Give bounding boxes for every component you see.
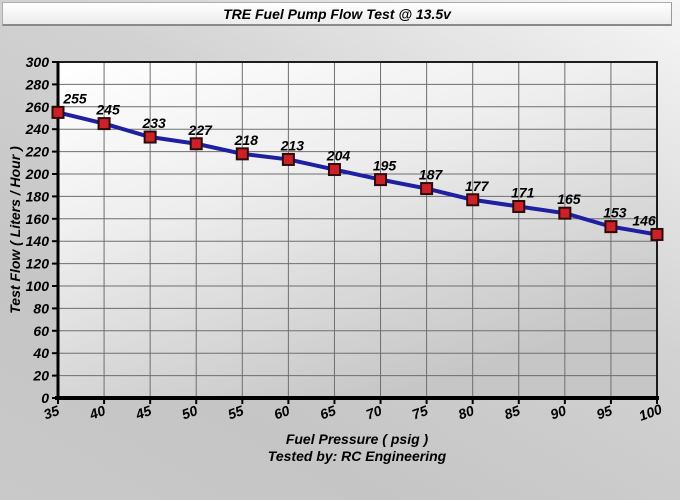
plot-area (58, 62, 657, 398)
y-tick-label: 60 (33, 323, 49, 339)
data-point-marker (604, 220, 618, 234)
data-point-label: 171 (511, 184, 535, 200)
y-tick-label: 140 (26, 233, 50, 249)
x-tick-label: 40 (86, 402, 107, 423)
data-point-marker (327, 163, 341, 177)
data-point-label: 233 (141, 115, 166, 131)
flow-line (56, 110, 659, 237)
x-tick-label: 70 (364, 402, 384, 422)
data-point-label: 153 (603, 205, 627, 221)
y-tick-label: 20 (32, 368, 49, 384)
chart-title: TRE Fuel Pump Flow Test @ 13.5v (223, 5, 451, 22)
data-point-marker (51, 105, 65, 119)
chart-title-bar: TRE Fuel Pump Flow Test @ 13.5v (2, 2, 672, 26)
y-tick-label: 260 (25, 99, 50, 115)
y-tick-label: 100 (26, 278, 50, 294)
y-axis-title: Test Flow ( Liters / Hour ) (7, 146, 23, 314)
data-point-label: 204 (326, 148, 351, 164)
x-tick-label: 80 (456, 402, 476, 422)
y-tick-label: 40 (32, 345, 49, 361)
y-tick-label: 200 (25, 166, 50, 182)
data-point-marker (512, 199, 526, 213)
y-tick-label: 80 (33, 300, 49, 316)
y-tick-label: 160 (26, 211, 50, 227)
y-tick-label: 180 (26, 188, 50, 204)
data-point-label: 165 (557, 191, 581, 207)
chart-footer: Fuel Pressure ( psig ) Tested by: RC Eng… (0, 431, 680, 465)
data-point-label: 177 (465, 178, 490, 194)
data-point-label: 245 (95, 102, 120, 118)
data-point-marker (189, 137, 203, 151)
data-point-marker (281, 152, 295, 166)
y-tick-label: 0 (41, 390, 49, 406)
data-point-label: 195 (373, 158, 397, 174)
tick-label-layer: 0 20 40 60 80 100 120 140 160 180 200 220 240 260 280 3… (25, 54, 665, 424)
data-point-marker (420, 182, 434, 196)
data-point-label: 227 (188, 122, 214, 138)
data-series-layer: 255 245 233 227 218 213 204 195 187 177 171 165 153 1… (51, 90, 664, 241)
x-tick-label: 50 (179, 402, 199, 422)
x-tick-label: 65 (318, 402, 338, 422)
data-point-label: 255 (62, 90, 87, 106)
data-point-label: 213 (280, 137, 305, 153)
y-tick-label: 300 (26, 54, 50, 70)
x-tick-label: 100 (637, 401, 665, 424)
data-point-marker (235, 147, 249, 161)
data-point-label: 146 (632, 212, 656, 228)
plot-background-layer (58, 62, 657, 398)
x-tick-label: 55 (226, 402, 246, 422)
data-point-marker (97, 117, 111, 131)
data-point-label: 187 (419, 167, 444, 183)
x-tick-label: 35 (41, 402, 61, 422)
y-tick-label: 220 (25, 144, 50, 160)
data-point-marker (650, 227, 664, 241)
tested-by-note: Tested by: RC Engineering (267, 448, 447, 464)
data-point-marker (374, 173, 388, 187)
data-point-marker (558, 206, 572, 220)
data-point-marker (143, 130, 157, 144)
x-axis-title: Fuel Pressure ( psig ) (285, 431, 429, 447)
x-tick-label: 95 (594, 402, 614, 422)
y-tick-label: 240 (25, 121, 50, 137)
x-tick-label: 75 (410, 402, 430, 422)
y-tick-label: 280 (25, 76, 50, 92)
x-tick-label: 90 (548, 402, 568, 422)
x-tick-label: 60 (272, 402, 292, 422)
x-tick-label: 85 (502, 402, 522, 422)
data-point-marker (466, 193, 480, 207)
y-tick-label: 120 (26, 256, 50, 272)
x-tick-label: 45 (132, 402, 153, 423)
data-point-label: 218 (234, 132, 259, 148)
